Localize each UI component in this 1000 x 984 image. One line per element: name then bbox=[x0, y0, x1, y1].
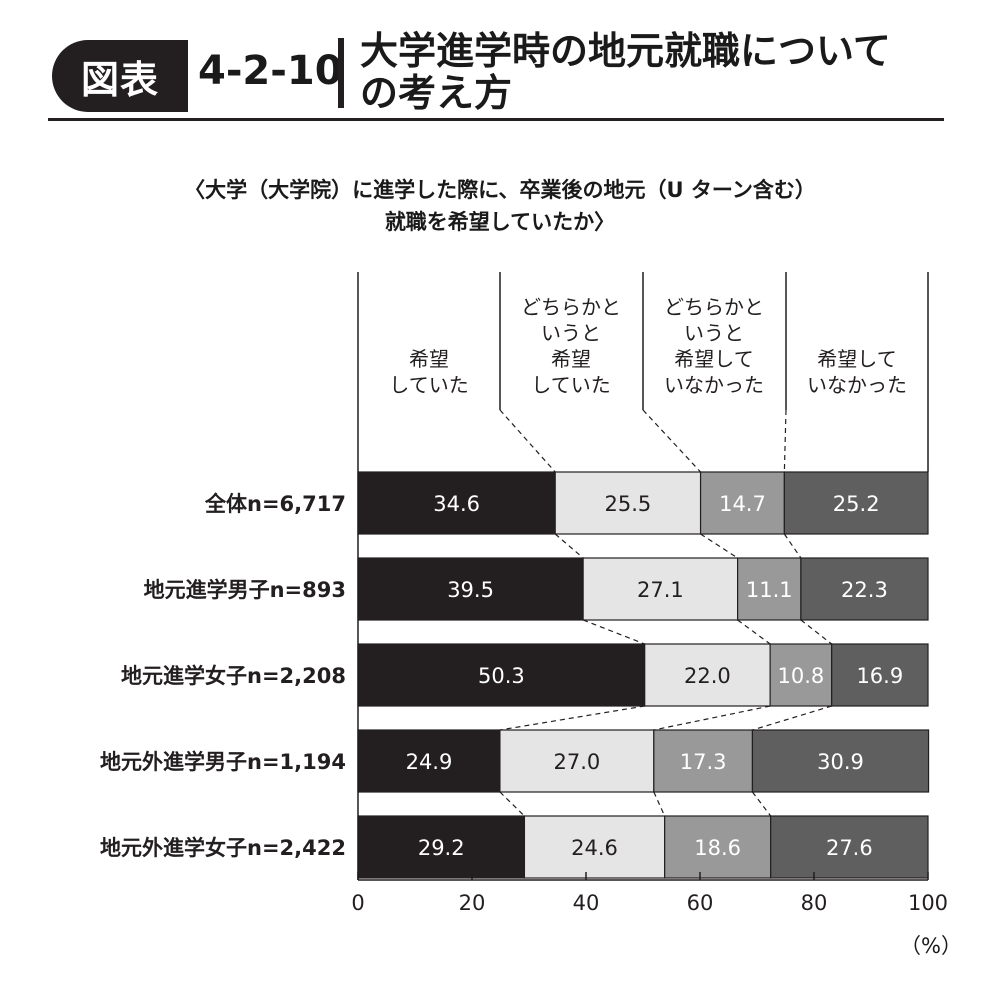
x-tick-label: 40 bbox=[573, 891, 600, 915]
legend-label-series-2: どちらかというと希望していた bbox=[521, 295, 621, 397]
bar-segment-series-3 bbox=[769, 643, 833, 707]
bar-connector-line bbox=[499, 791, 525, 817]
data-label: 25.5 bbox=[605, 492, 652, 516]
title-divider bbox=[338, 38, 344, 108]
chart-title-line2: の考え方 bbox=[360, 71, 513, 115]
category-label: 地元外進学男子n=1,194 bbox=[100, 750, 346, 774]
data-label: 22.0 bbox=[684, 664, 731, 688]
bar-connector-line bbox=[783, 533, 802, 559]
data-label: 17.3 bbox=[680, 750, 727, 774]
bar-segment-series-1 bbox=[357, 815, 526, 879]
legend-label-series-3: どちらかというと希望していなかった bbox=[664, 295, 764, 397]
data-label: 30.9 bbox=[817, 750, 864, 774]
data-label: 14.7 bbox=[719, 492, 766, 516]
data-label: 50.3 bbox=[478, 664, 525, 688]
bar-segment-series-1 bbox=[357, 643, 646, 707]
subtitle-line1: 〈大学（大学院）に進学した際に、卒業後の地元（U ターン含む） bbox=[184, 178, 816, 202]
legend-connector bbox=[499, 409, 556, 473]
chart-subtitle: 〈大学（大学院）に進学した際に、卒業後の地元（U ターン含む） 就職を希望してい… bbox=[60, 174, 940, 238]
bar-segment-series-2 bbox=[499, 729, 655, 793]
data-label: 29.2 bbox=[418, 836, 465, 860]
legend-label-series-4: 希望していなかった bbox=[807, 347, 907, 397]
data-label: 18.6 bbox=[694, 836, 741, 860]
data-label: 34.6 bbox=[433, 492, 480, 516]
data-label: 24.9 bbox=[406, 750, 453, 774]
bar-connector-line bbox=[700, 533, 738, 559]
bar-connector-line bbox=[582, 619, 645, 645]
legend-connector bbox=[642, 409, 702, 473]
bar-connector-line bbox=[737, 619, 771, 645]
bar-segment-series-4 bbox=[751, 729, 930, 793]
chart-title-line1: 大学進学時の地元就職について bbox=[360, 29, 891, 73]
category-label: 地元進学男子n=893 bbox=[144, 578, 346, 602]
bar-segment-series-2 bbox=[523, 815, 666, 879]
bar-connector-line bbox=[554, 533, 584, 559]
bar-segment-series-4 bbox=[800, 557, 929, 621]
bar-connector-line bbox=[800, 619, 833, 645]
data-label: 39.5 bbox=[447, 578, 494, 602]
subtitle-line2: 就職を希望していたか〉 bbox=[384, 210, 616, 234]
bar-segment-series-2 bbox=[554, 471, 702, 535]
x-tick-label: 0 bbox=[351, 891, 364, 915]
category-label: 地元外進学女子n=2,422 bbox=[100, 836, 346, 860]
data-label: 27.1 bbox=[637, 578, 684, 602]
bar-connector-line bbox=[499, 705, 645, 731]
category-label: 地元進学女子n=2,208 bbox=[121, 664, 346, 688]
bar-segment-series-1 bbox=[357, 471, 556, 535]
title-rule bbox=[48, 118, 944, 121]
bar-segment-series-3 bbox=[664, 815, 772, 879]
x-tick-label: 80 bbox=[801, 891, 828, 915]
bar-segment-series-4 bbox=[831, 643, 929, 707]
x-tick-label: 20 bbox=[459, 891, 486, 915]
bar-connector-line bbox=[653, 791, 666, 817]
category-label: 全体n=6,717 bbox=[204, 492, 346, 516]
figure-number: 4-2-10 bbox=[198, 48, 343, 94]
chart-title: 大学進学時の地元就職について の考え方 bbox=[360, 30, 960, 114]
data-label: 16.9 bbox=[856, 664, 903, 688]
x-tick-label: 100 bbox=[908, 891, 948, 915]
figure-badge: 図表 bbox=[52, 40, 188, 112]
legend-connector bbox=[783, 409, 787, 473]
bar-segment-series-4 bbox=[770, 815, 929, 879]
data-label: 10.8 bbox=[778, 664, 825, 688]
legend-label-series-1: 希望していた bbox=[389, 347, 468, 397]
bar-connector-line bbox=[752, 705, 832, 731]
data-label: 22.3 bbox=[841, 578, 888, 602]
bar-segment-series-2 bbox=[644, 643, 771, 707]
bar-segment-series-3 bbox=[653, 729, 754, 793]
bar-segment-series-1 bbox=[357, 729, 501, 793]
data-label: 11.1 bbox=[746, 578, 793, 602]
data-label: 24.6 bbox=[571, 836, 618, 860]
x-axis-unit: （%） bbox=[900, 934, 962, 958]
bar-connector-line bbox=[751, 791, 772, 817]
bar-segment-series-4 bbox=[783, 471, 929, 535]
bar-segment-series-2 bbox=[582, 557, 739, 621]
x-tick-label: 60 bbox=[687, 891, 714, 915]
bar-connector-line bbox=[653, 705, 771, 731]
data-label: 25.2 bbox=[833, 492, 880, 516]
bar-segment-series-1 bbox=[357, 557, 584, 621]
data-label: 27.0 bbox=[553, 750, 600, 774]
data-label: 27.6 bbox=[826, 836, 873, 860]
